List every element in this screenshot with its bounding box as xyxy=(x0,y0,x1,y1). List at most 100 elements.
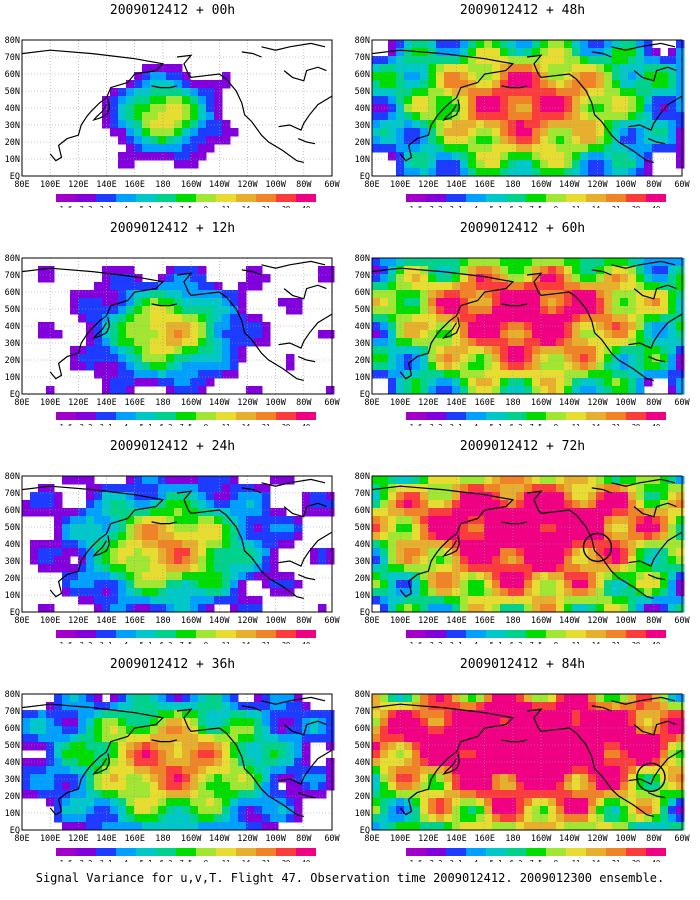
variance-cell xyxy=(548,314,557,323)
variance-cell xyxy=(460,588,469,597)
variance-cell xyxy=(94,774,103,783)
variance-cell xyxy=(484,120,493,129)
coastline xyxy=(151,739,178,743)
variance-cell xyxy=(166,492,175,501)
variance-cell xyxy=(500,266,509,275)
variance-cell xyxy=(102,782,111,791)
variance-cell xyxy=(254,548,263,557)
colorbar-swatch xyxy=(646,630,666,638)
variance-cell xyxy=(428,354,437,363)
variance-cell xyxy=(182,580,191,589)
variance-cell xyxy=(508,516,517,525)
variance-cell xyxy=(142,588,151,597)
variance-cell xyxy=(436,564,445,573)
variance-cell xyxy=(572,330,581,339)
variance-cell xyxy=(628,168,637,177)
variance-cell xyxy=(150,500,159,509)
variance-cell xyxy=(436,548,445,557)
variance-cell xyxy=(158,136,167,145)
variance-cell xyxy=(444,322,453,331)
variance-cell xyxy=(652,524,661,533)
lon-tick-label: 140E xyxy=(96,180,116,190)
variance-cell xyxy=(476,734,485,743)
variance-cell xyxy=(468,540,477,549)
variance-cell xyxy=(420,718,429,727)
variance-cell xyxy=(604,588,613,597)
variance-cell xyxy=(302,508,311,517)
variance-cell xyxy=(676,556,685,565)
map-panel: 2009012412 + 72h 80N 70N 60N 50N 40N 30N 20N 10N… xyxy=(350,436,695,646)
variance-cell xyxy=(588,330,597,339)
variance-cell xyxy=(420,120,429,129)
variance-cell xyxy=(580,136,589,145)
variance-cell xyxy=(468,806,477,815)
variance-cell xyxy=(516,112,525,121)
colorbar-label: 5.1 xyxy=(140,859,153,862)
variance-cell xyxy=(110,774,119,783)
variance-cell xyxy=(182,726,191,735)
colorbar: 1.62.23.145.16.37.591114212940 xyxy=(56,194,316,208)
lat-tick-label: 10N xyxy=(5,591,20,601)
variance-cell xyxy=(444,556,453,565)
variance-cell xyxy=(166,128,175,137)
variance-cell xyxy=(668,128,677,137)
variance-cell xyxy=(644,314,653,323)
colorbar-swatch xyxy=(466,848,486,856)
coastline xyxy=(647,792,666,799)
variance-cell xyxy=(110,492,119,501)
variance-cell xyxy=(564,64,573,73)
lat-tick-label: EQ xyxy=(360,172,370,182)
variance-cell xyxy=(372,694,381,703)
variance-cell xyxy=(652,564,661,573)
variance-cell xyxy=(420,596,429,605)
variance-cell xyxy=(540,72,549,81)
variance-cell xyxy=(644,580,653,589)
lat-tick-label: 20N xyxy=(5,138,20,148)
variance-cell xyxy=(126,136,135,145)
variance-cell xyxy=(158,750,167,759)
variance-cell xyxy=(174,548,183,557)
lon-tick-label: 80E xyxy=(364,398,379,408)
variance-cell xyxy=(142,314,151,323)
variance-cell xyxy=(588,588,597,597)
variance-cell xyxy=(420,572,429,581)
variance-cell xyxy=(492,484,501,493)
variance-cell xyxy=(572,742,581,751)
variance-cell xyxy=(596,266,605,275)
variance-cell xyxy=(222,548,231,557)
variance-cell xyxy=(166,564,175,573)
colorbar-swatch xyxy=(136,848,156,856)
panel-title: 2009012412 + 24h xyxy=(109,439,236,454)
variance-cell xyxy=(556,580,565,589)
variance-cell xyxy=(532,814,541,823)
variance-cell xyxy=(310,734,319,743)
variance-cell xyxy=(500,80,509,89)
variance-cell xyxy=(564,282,573,291)
variance-cell xyxy=(524,88,533,97)
coastline xyxy=(278,95,333,131)
lat-tick-label: 60N xyxy=(355,724,370,734)
variance-cell xyxy=(134,798,143,807)
variance-cell xyxy=(564,112,573,121)
variance-cell xyxy=(118,112,127,121)
variance-cell xyxy=(46,274,55,283)
variance-cell xyxy=(556,112,565,121)
coastline xyxy=(442,535,461,558)
variance-cell xyxy=(372,588,381,597)
variance-cell xyxy=(588,168,597,177)
map-panel: 2009012412 + 12h 80N 70N 60N 50N 40N 30N 20N 10N… xyxy=(0,218,345,428)
variance-cell xyxy=(580,814,589,823)
variance-cell xyxy=(190,152,199,161)
variance-cell xyxy=(532,48,541,57)
variance-cell xyxy=(628,604,637,613)
variance-cell xyxy=(652,266,661,275)
variance-cell xyxy=(238,596,247,605)
variance-cell xyxy=(492,790,501,799)
variance-cell xyxy=(372,306,381,315)
variance-cell xyxy=(628,290,637,299)
variance-cell xyxy=(484,258,493,267)
variance-cell xyxy=(516,702,525,711)
variance-cell xyxy=(158,588,167,597)
coastline xyxy=(261,260,326,269)
variance-cell xyxy=(524,266,533,275)
